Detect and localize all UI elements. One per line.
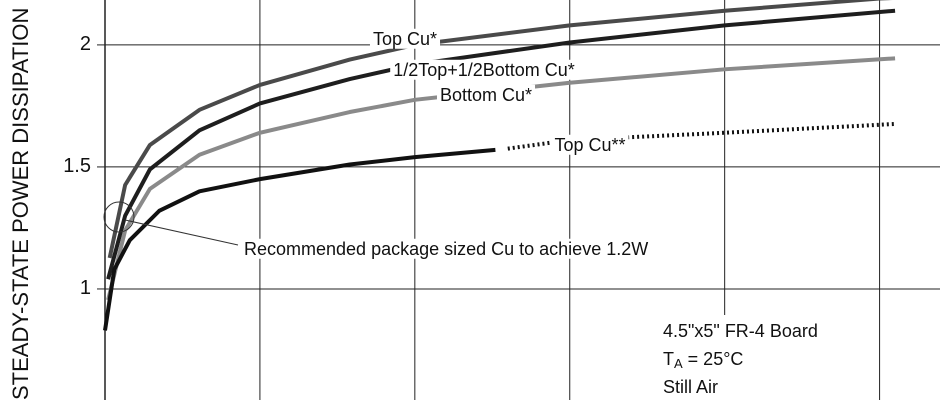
series-label: Top Cu* xyxy=(373,29,437,49)
condition-temp: TA = 25°C xyxy=(663,349,743,372)
condition-board: 4.5"x5" FR-4 Board xyxy=(663,321,818,341)
conditions-bg xyxy=(655,315,855,400)
series-line xyxy=(107,0,893,259)
annotation: Recommended package sized Cu to achieve … xyxy=(244,239,648,259)
series-line xyxy=(507,121,896,151)
series-line xyxy=(103,147,496,331)
series-label-bg xyxy=(551,134,629,155)
temp-value: = 25°C xyxy=(683,349,744,369)
series-label-bg xyxy=(390,59,578,80)
series-label-bg xyxy=(369,28,441,49)
temp-symbol: T xyxy=(663,349,674,369)
y-tick-label: 1 xyxy=(80,277,91,299)
temp-subscript: A xyxy=(674,356,683,371)
series-label: 1/2Top+1/2Bottom Cu* xyxy=(393,60,575,80)
series-line xyxy=(106,8,896,280)
annotation-bg xyxy=(242,238,651,259)
series-label: Top Cu** xyxy=(554,135,625,155)
leader-line xyxy=(124,219,239,246)
y-tick-label: 1.5 xyxy=(63,155,91,177)
condition-air: Still Air xyxy=(663,377,718,397)
y-tick-label: 2 xyxy=(80,33,91,55)
series-label-bg xyxy=(436,84,536,105)
series-label: Bottom Cu* xyxy=(440,85,532,105)
highlight-circle xyxy=(103,201,135,233)
series-line xyxy=(106,56,896,301)
y-axis-label: STEADY-STATE POWER DISSIPATION xyxy=(8,8,33,400)
